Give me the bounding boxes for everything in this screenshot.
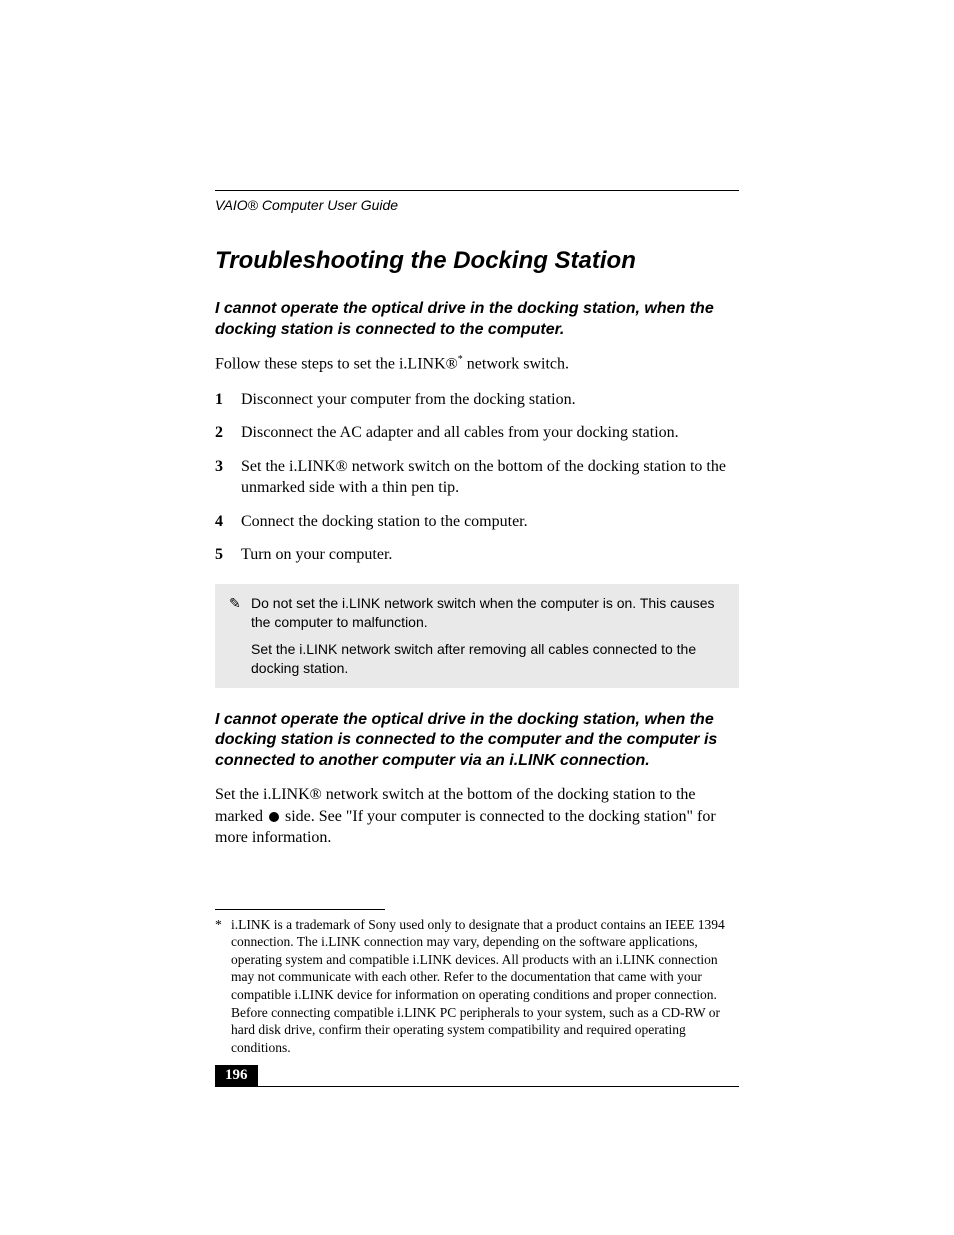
step-text: Set the i.LINK® network switch on the bo… [241, 456, 739, 499]
step-number: 4 [215, 511, 241, 533]
section2-paragraph: Set the i.LINK® network switch at the bo… [215, 784, 739, 849]
step-number: 3 [215, 456, 241, 499]
note-row: ✎ Do not set the i.LINK network switch w… [229, 594, 725, 632]
footnote-text: i.LINK is a trademark of Sony used only … [231, 916, 739, 1056]
note-callout: ✎ Do not set the i.LINK network switch w… [215, 584, 739, 688]
pencil-icon: ✎ [229, 594, 251, 632]
step-item: 4 Connect the docking station to the com… [215, 511, 739, 533]
intro-text-post: network switch. [463, 355, 569, 372]
section-heading-2: I cannot operate the optical drive in th… [215, 710, 739, 772]
step-number: 5 [215, 544, 241, 566]
section-heading-1: I cannot operate the optical drive in th… [215, 299, 739, 341]
step-text: Disconnect your computer from the dockin… [241, 389, 576, 411]
header-rule [215, 190, 739, 191]
note-text-1: Do not set the i.LINK network switch whe… [251, 594, 725, 632]
para-post: side. See "If your computer is connected… [215, 808, 716, 847]
document-page: VAIO® Computer User Guide Troubleshootin… [0, 0, 954, 1235]
page-footer: 196 [215, 1065, 739, 1087]
step-text: Turn on your computer. [241, 544, 392, 566]
step-item: 3 Set the i.LINK® network switch on the … [215, 456, 739, 499]
footnote-rule [215, 909, 385, 910]
step-number: 1 [215, 389, 241, 411]
running-header: VAIO® Computer User Guide [215, 197, 739, 213]
step-item: 5 Turn on your computer. [215, 544, 739, 566]
intro-paragraph: Follow these steps to set the i.LINK®* n… [215, 353, 739, 375]
step-item: 1 Disconnect your computer from the dock… [215, 389, 739, 411]
step-text: Disconnect the AC adapter and all cables… [241, 422, 679, 444]
step-number: 2 [215, 422, 241, 444]
step-text: Connect the docking station to the compu… [241, 511, 528, 533]
footnote-mark: * [215, 916, 231, 1056]
intro-text-pre: Follow these steps to set the i.LINK® [215, 355, 458, 372]
page-title: Troubleshooting the Docking Station [215, 247, 739, 275]
step-item: 2 Disconnect the AC adapter and all cabl… [215, 422, 739, 444]
note-text-2: Set the i.LINK network switch after remo… [251, 640, 725, 678]
numbered-steps: 1 Disconnect your computer from the dock… [215, 389, 739, 567]
footer-rule [215, 1086, 739, 1087]
footnote: * i.LINK is a trademark of Sony used onl… [215, 916, 739, 1056]
page-number: 196 [215, 1065, 258, 1086]
filled-circle-icon [269, 812, 279, 822]
